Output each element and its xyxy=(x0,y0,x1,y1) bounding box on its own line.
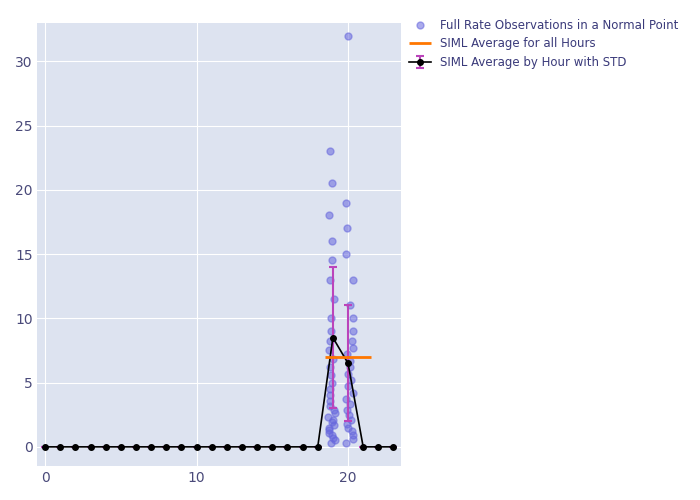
Full Rate Observations in a Normal Point xyxy=(342,370,354,378)
Full Rate Observations in a Normal Point xyxy=(330,410,341,418)
Full Rate Observations in a Normal Point xyxy=(325,363,336,371)
Full Rate Observations in a Normal Point xyxy=(345,376,356,384)
Full Rate Observations in a Normal Point xyxy=(324,396,335,404)
Full Rate Observations in a Normal Point xyxy=(344,302,356,310)
Full Rate Observations in a Normal Point xyxy=(341,406,352,413)
Full Rate Observations in a Normal Point xyxy=(326,256,337,264)
Full Rate Observations in a Normal Point xyxy=(327,432,338,440)
Full Rate Observations in a Normal Point xyxy=(341,439,352,447)
Full Rate Observations in a Normal Point xyxy=(347,314,358,322)
Full Rate Observations in a Normal Point xyxy=(324,426,335,434)
Full Rate Observations in a Normal Point xyxy=(328,295,339,303)
Full Rate Observations in a Normal Point xyxy=(342,382,354,390)
Full Rate Observations in a Normal Point xyxy=(323,424,335,432)
Full Rate Observations in a Normal Point xyxy=(324,276,335,284)
Full Rate Observations in a Normal Point xyxy=(342,224,353,232)
Full Rate Observations in a Normal Point xyxy=(324,147,335,155)
Full Rate Observations in a Normal Point xyxy=(329,421,340,429)
Full Rate Observations in a Normal Point xyxy=(328,406,339,413)
Full Rate Observations in a Normal Point xyxy=(323,212,335,220)
Full Rate Observations in a Normal Point xyxy=(323,346,335,354)
Full Rate Observations in a Normal Point xyxy=(326,314,337,322)
Full Rate Observations in a Normal Point xyxy=(344,363,356,371)
Full Rate Observations in a Normal Point xyxy=(324,428,335,436)
Full Rate Observations in a Normal Point xyxy=(323,414,334,422)
Full Rate Observations in a Normal Point xyxy=(342,350,353,358)
Full Rate Observations in a Normal Point xyxy=(340,198,351,206)
Full Rate Observations in a Normal Point xyxy=(324,402,335,409)
Full Rate Observations in a Normal Point xyxy=(325,385,336,393)
Full Rate Observations in a Normal Point xyxy=(326,439,337,447)
Full Rate Observations in a Normal Point xyxy=(328,434,339,442)
Full Rate Observations in a Normal Point xyxy=(347,344,358,352)
Full Rate Observations in a Normal Point xyxy=(346,338,357,345)
Full Rate Observations in a Normal Point xyxy=(341,250,352,258)
Full Rate Observations in a Normal Point xyxy=(344,356,356,364)
Full Rate Observations in a Normal Point xyxy=(347,432,358,440)
Full Rate Observations in a Normal Point xyxy=(344,400,355,408)
Full Rate Observations in a Normal Point xyxy=(344,410,355,418)
Full Rate Observations in a Normal Point xyxy=(324,392,335,400)
Full Rate Observations in a Normal Point xyxy=(342,424,354,432)
Full Rate Observations in a Normal Point xyxy=(327,418,338,426)
Full Rate Observations in a Normal Point xyxy=(347,327,358,335)
Full Rate Observations in a Normal Point xyxy=(326,371,337,379)
Full Rate Observations in a Normal Point xyxy=(347,276,358,284)
Full Rate Observations in a Normal Point xyxy=(327,356,338,364)
Full Rate Observations in a Normal Point xyxy=(329,436,340,444)
Legend: Full Rate Observations in a Normal Point, SIML Average for all Hours, SIML Avera: Full Rate Observations in a Normal Point… xyxy=(405,14,683,74)
Full Rate Observations in a Normal Point xyxy=(325,338,336,345)
Full Rate Observations in a Normal Point xyxy=(326,327,337,335)
Full Rate Observations in a Normal Point xyxy=(346,428,358,436)
Full Rate Observations in a Normal Point xyxy=(347,435,358,443)
Full Rate Observations in a Normal Point xyxy=(326,378,337,386)
Full Rate Observations in a Normal Point xyxy=(342,32,354,40)
Full Rate Observations in a Normal Point xyxy=(340,396,351,404)
Full Rate Observations in a Normal Point xyxy=(327,180,338,188)
Full Rate Observations in a Normal Point xyxy=(327,237,338,245)
Full Rate Observations in a Normal Point xyxy=(345,416,356,424)
Full Rate Observations in a Normal Point xyxy=(328,416,339,424)
Full Rate Observations in a Normal Point xyxy=(347,389,358,397)
Full Rate Observations in a Normal Point xyxy=(341,420,352,428)
